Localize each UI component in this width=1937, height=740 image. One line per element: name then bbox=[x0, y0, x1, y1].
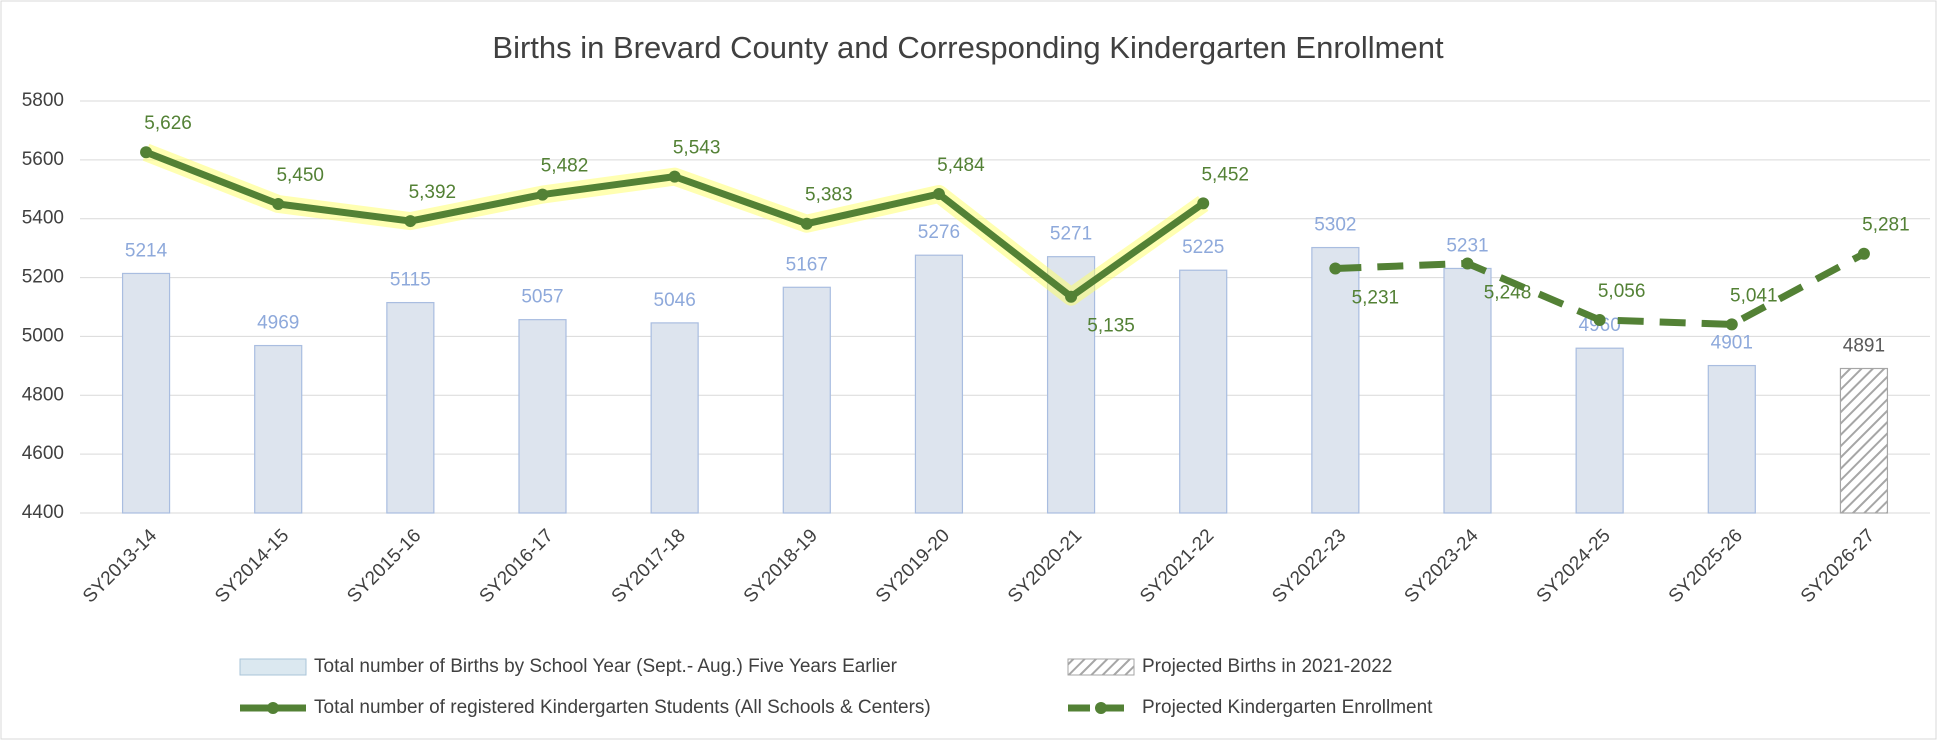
line-label: 5,452 bbox=[1201, 164, 1249, 185]
marker bbox=[272, 198, 285, 210]
marker bbox=[1197, 197, 1210, 210]
marker bbox=[404, 215, 417, 228]
marker bbox=[140, 146, 153, 159]
y-tick-label: 4800 bbox=[22, 384, 64, 405]
bar bbox=[518, 319, 567, 514]
y-tick-label: 4400 bbox=[22, 502, 64, 523]
bar bbox=[914, 254, 964, 514]
bar-label: 5046 bbox=[654, 290, 696, 311]
legend-marker bbox=[267, 702, 279, 714]
marker bbox=[1725, 318, 1738, 331]
legend-marker bbox=[1095, 702, 1107, 714]
bar bbox=[1179, 269, 1228, 514]
bar bbox=[1443, 267, 1492, 514]
bar-label: 5276 bbox=[918, 222, 960, 243]
bar bbox=[121, 272, 171, 514]
line-label: 5,041 bbox=[1730, 285, 1778, 306]
marker bbox=[800, 217, 813, 230]
line-label: 5,383 bbox=[805, 185, 853, 206]
y-tick-label: 5000 bbox=[22, 325, 64, 346]
line-label: 5,450 bbox=[276, 165, 324, 186]
bar-label: 5057 bbox=[521, 287, 563, 308]
legend-label: Projected Births in 2021-2022 bbox=[1142, 656, 1392, 677]
y-tick-label: 5200 bbox=[22, 267, 64, 288]
line-label: 5,231 bbox=[1352, 287, 1400, 308]
bar-label: 4901 bbox=[1711, 333, 1753, 354]
bar-label: 5302 bbox=[1314, 215, 1356, 236]
legend-label: Total number of Births by School Year (S… bbox=[314, 656, 898, 677]
line-label: 5,626 bbox=[144, 113, 192, 134]
bar bbox=[1707, 364, 1756, 514]
marker bbox=[536, 188, 549, 201]
bar-label: 5214 bbox=[125, 240, 168, 261]
bar-label: 5271 bbox=[1050, 224, 1092, 245]
bar bbox=[782, 286, 831, 514]
marker bbox=[1461, 257, 1474, 270]
legend-swatch bbox=[1067, 658, 1135, 676]
marker bbox=[1857, 247, 1870, 260]
legend-label: Total number of registered Kindergarten … bbox=[314, 697, 931, 718]
bar-label: 4891 bbox=[1843, 336, 1885, 357]
chart-title: Births in Brevard County and Correspondi… bbox=[492, 30, 1444, 65]
bar bbox=[1575, 347, 1624, 514]
bar bbox=[254, 344, 303, 514]
marker bbox=[1593, 313, 1606, 326]
line-label: 5,248 bbox=[1484, 282, 1532, 303]
y-tick-label: 4600 bbox=[22, 443, 64, 464]
bar-label: 5115 bbox=[390, 270, 431, 291]
bar bbox=[1311, 246, 1360, 514]
y-tick-label: 5400 bbox=[22, 208, 64, 229]
line-label: 5,392 bbox=[409, 182, 457, 203]
line-label: 5,281 bbox=[1862, 215, 1910, 236]
y-tick-label: 5800 bbox=[22, 90, 64, 111]
bar-label: 5231 bbox=[1446, 235, 1488, 256]
marker bbox=[1329, 262, 1342, 275]
bar-label: 5225 bbox=[1182, 237, 1224, 258]
line-label: 5,135 bbox=[1087, 316, 1135, 337]
bar-label: 5167 bbox=[786, 254, 828, 275]
marker bbox=[932, 187, 945, 200]
bar-label: 4969 bbox=[257, 313, 299, 334]
line-label: 5,484 bbox=[937, 155, 985, 176]
bar bbox=[650, 322, 699, 514]
bar bbox=[386, 301, 435, 514]
legend-swatch bbox=[239, 658, 307, 676]
bar bbox=[1839, 367, 1889, 514]
line-label: 5,543 bbox=[673, 138, 721, 159]
line-label: 5,056 bbox=[1598, 281, 1646, 302]
legend-label: Projected Kindergarten Enrollment bbox=[1142, 697, 1433, 718]
marker bbox=[668, 170, 681, 183]
y-tick-label: 5600 bbox=[22, 149, 64, 170]
marker bbox=[1065, 290, 1078, 303]
line-label: 5,482 bbox=[541, 156, 589, 177]
